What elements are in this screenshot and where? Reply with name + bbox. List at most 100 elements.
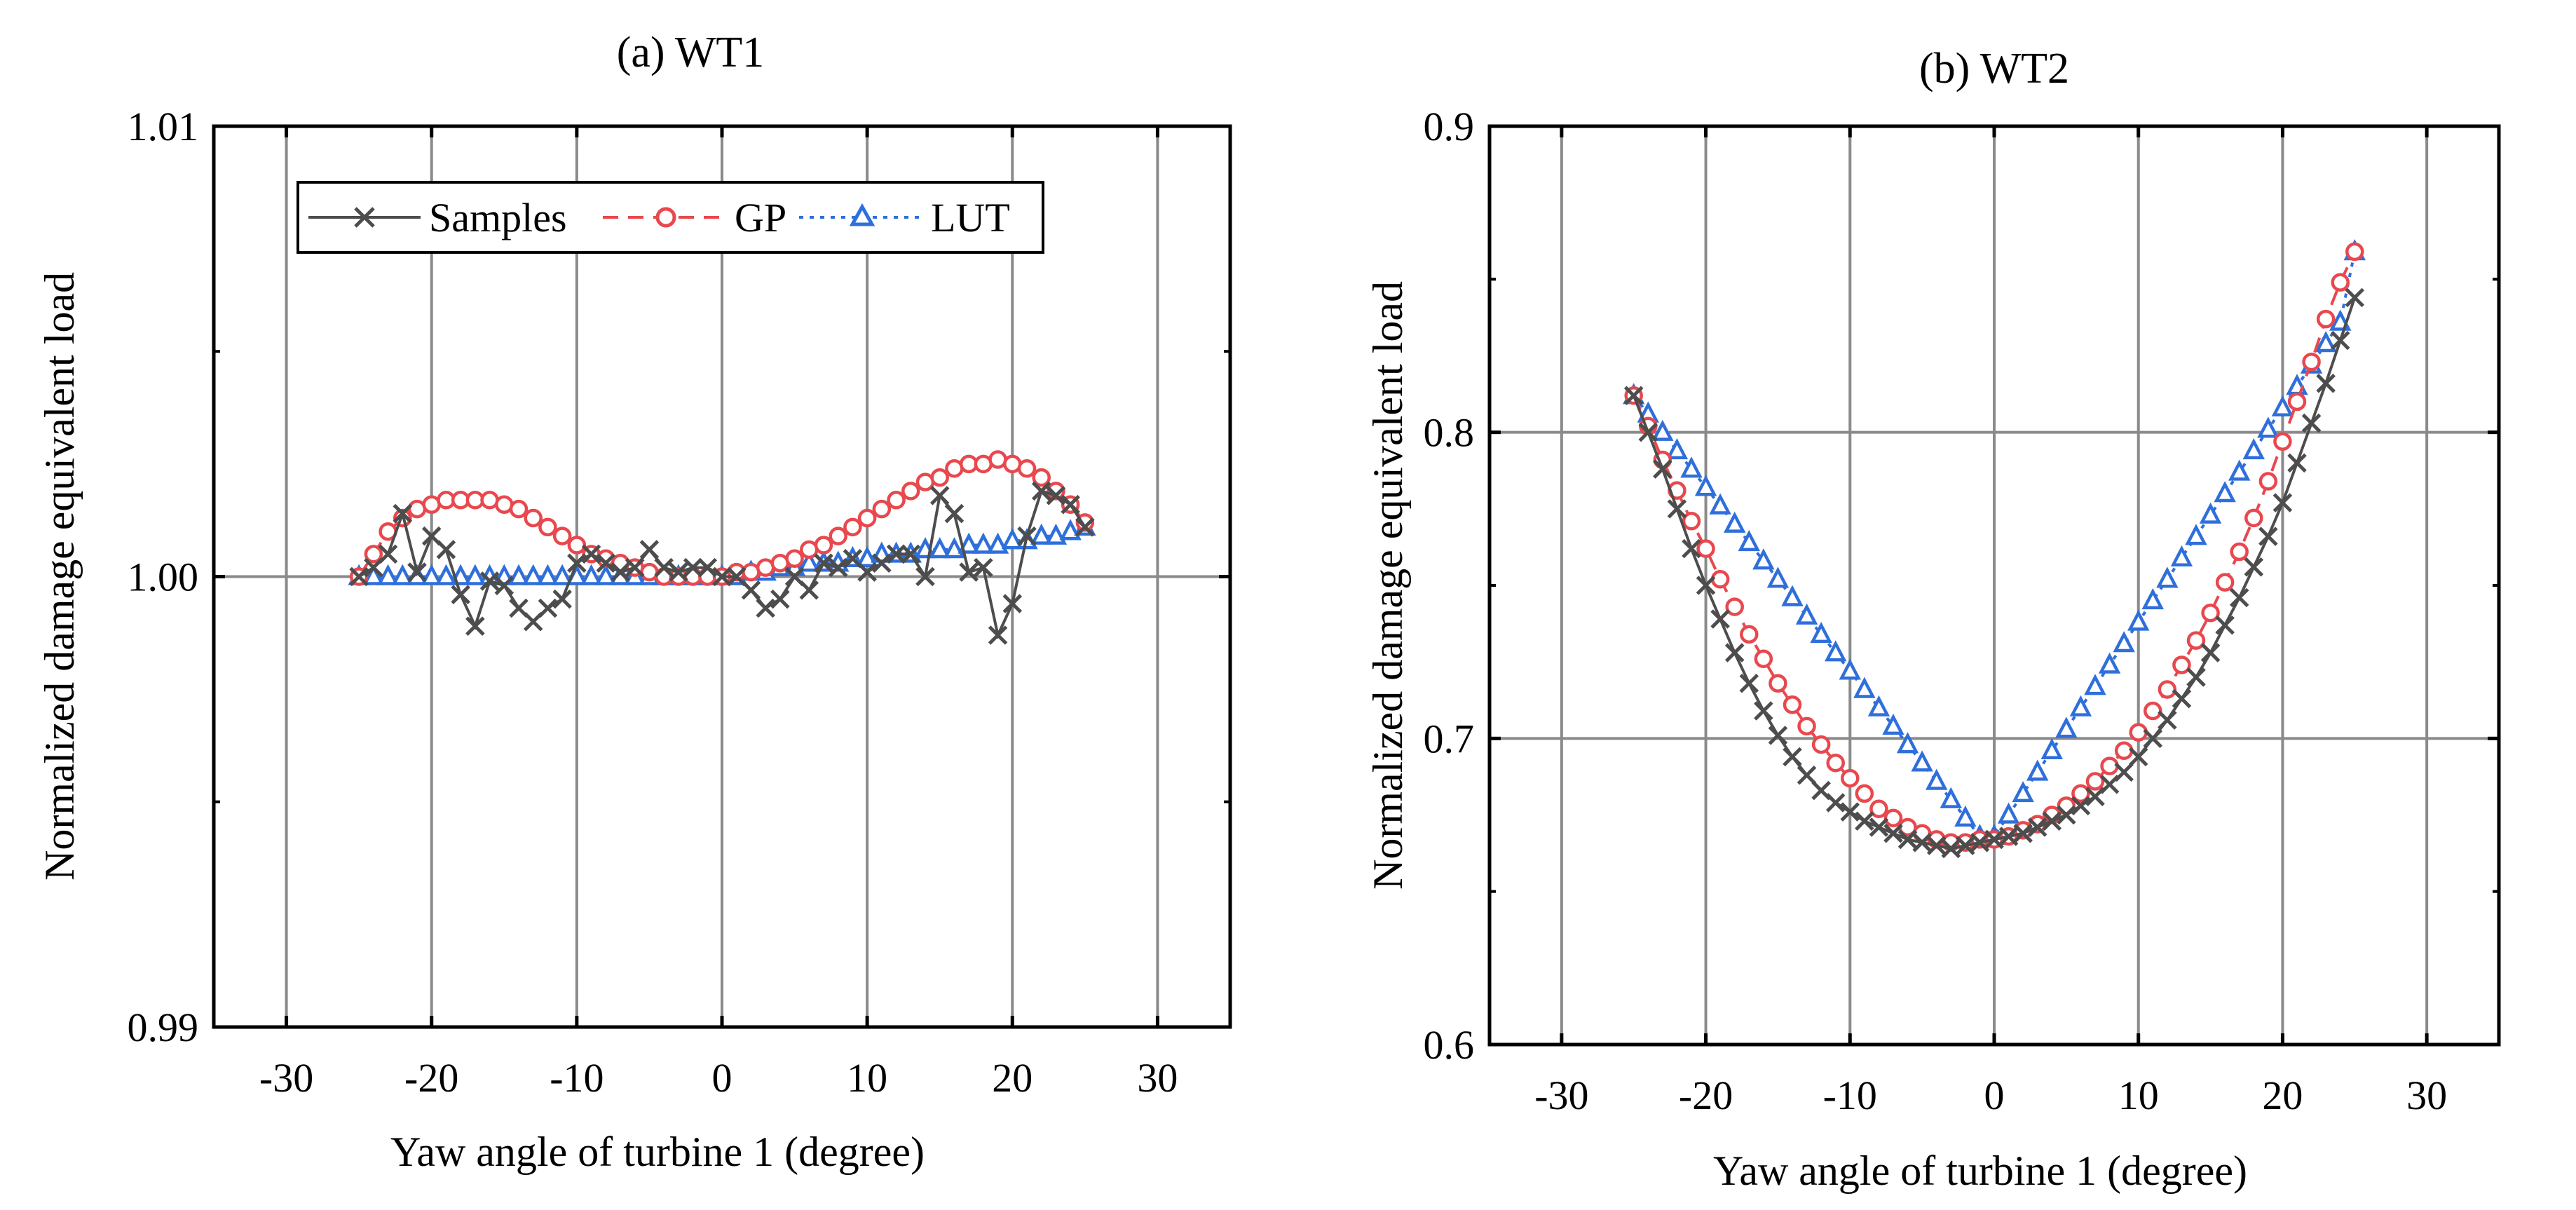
series-group-wt1 (348, 450, 1096, 645)
x-tick-label: -20 (1679, 1073, 1733, 1118)
point-samples (1623, 386, 1644, 406)
point-lut (1997, 802, 2020, 824)
legend-label-samples: Samples (429, 195, 567, 240)
point-lut (2084, 674, 2106, 695)
point-samples (494, 576, 514, 596)
point-samples (712, 566, 732, 587)
point-samples (407, 562, 427, 582)
point-samples (2158, 710, 2177, 730)
point-gp (2114, 741, 2134, 761)
point-gp (2230, 542, 2249, 562)
point-samples (756, 598, 775, 618)
point-lut (2012, 781, 2034, 803)
point-samples (2244, 557, 2264, 577)
point-lut (1926, 768, 1948, 790)
point-lut (1001, 528, 1023, 550)
point-samples (741, 580, 761, 600)
series-group-wt2 (1623, 239, 2366, 859)
point-gp (2273, 432, 2292, 451)
point-samples (2071, 796, 2091, 816)
point-samples (2042, 811, 2062, 831)
point-lut (1839, 658, 1861, 680)
y-tick-label: 0.99 (128, 1005, 199, 1050)
point-samples (1638, 422, 1658, 442)
point-gp (887, 491, 906, 510)
point-samples (1061, 494, 1080, 515)
legend-marker-lut (849, 203, 875, 226)
point-samples (1754, 701, 1773, 721)
point-samples (567, 553, 587, 573)
point-samples (436, 540, 456, 559)
point-lut (2156, 566, 2179, 588)
point-lut (1896, 732, 1919, 754)
point-gp (872, 499, 892, 519)
point-lut (1867, 695, 1890, 716)
point-samples (683, 557, 703, 578)
point-lut (2113, 631, 2135, 653)
point-lut (1940, 787, 1962, 808)
point-lut (1651, 419, 1674, 441)
x-tick-label: 20 (2262, 1073, 2303, 1118)
point-lut (2069, 695, 2092, 716)
point-samples (669, 562, 688, 582)
point-gp (552, 526, 572, 545)
point-gp (1811, 735, 1831, 754)
point-lut (507, 564, 530, 585)
point-lut (2026, 759, 2049, 781)
point-samples (1724, 643, 1745, 662)
point-gp (509, 499, 529, 519)
point-samples (393, 503, 413, 524)
chart-panel-wt2: (b) WT2 -30 -20 -10 0 10 20 30 0.6 0.7 0.8 0.9 Yaw… (1365, 45, 2501, 1194)
point-lut (1954, 805, 1977, 827)
point-samples (974, 557, 993, 578)
point-lut (798, 550, 820, 572)
point-lut (362, 564, 385, 585)
point-gp (1032, 468, 1051, 487)
point-gp (814, 536, 833, 555)
point-samples (581, 544, 601, 564)
point-lut (986, 532, 1009, 554)
point-samples (451, 585, 470, 604)
point-samples (2143, 728, 2163, 749)
point-samples (1739, 673, 1759, 693)
point-gp (2100, 756, 2119, 775)
point-lut (391, 564, 414, 585)
ticks-wt1: -30 -20 -10 0 10 20 30 0.99 1.00 1.01 (128, 104, 1230, 1101)
point-samples (1075, 517, 1095, 537)
x-tick-label: 20 (992, 1055, 1033, 1101)
point-lut (2055, 716, 2078, 738)
ticks-wt2: -30 -20 -10 0 10 20 30 0.6 0.7 0.8 0.9 (1424, 104, 2499, 1118)
point-samples (857, 562, 877, 582)
point-samples (959, 562, 979, 582)
point-samples (828, 557, 848, 578)
point-samples (611, 562, 630, 582)
point-gp (1841, 768, 1860, 788)
point-lut (1030, 523, 1053, 545)
point-samples (2027, 817, 2047, 837)
point-samples (929, 486, 950, 505)
point-samples (2272, 493, 2293, 512)
point-samples (1897, 829, 1918, 850)
point-lut (1795, 603, 1818, 625)
point-lut (2242, 438, 2265, 460)
point-samples (538, 598, 558, 618)
legend: Samples GP LUT (297, 181, 1044, 254)
point-lut (2141, 587, 2164, 610)
point-samples (1984, 829, 2004, 850)
point-samples (872, 553, 892, 573)
point-gp (364, 545, 383, 564)
chart-panel-wt1: (a) WT1 -30 -20 -10 0 10 20 30 0.99 1.00 1.01 Yaw… (36, 29, 1232, 1175)
point-gp (2244, 508, 2263, 528)
y-tick-label: 0.9 (1424, 104, 1475, 149)
x-tick-label: -10 (1823, 1073, 1877, 1118)
point-gp (1754, 649, 1773, 669)
point-samples (465, 616, 485, 636)
point-samples (2287, 453, 2307, 473)
point-samples (915, 566, 935, 587)
point-gp (901, 482, 920, 501)
legend-entry-gp: GP (603, 195, 786, 240)
point-samples (654, 557, 674, 578)
point-samples (552, 589, 572, 609)
point-lut (464, 564, 486, 585)
point-lut (2185, 524, 2207, 545)
